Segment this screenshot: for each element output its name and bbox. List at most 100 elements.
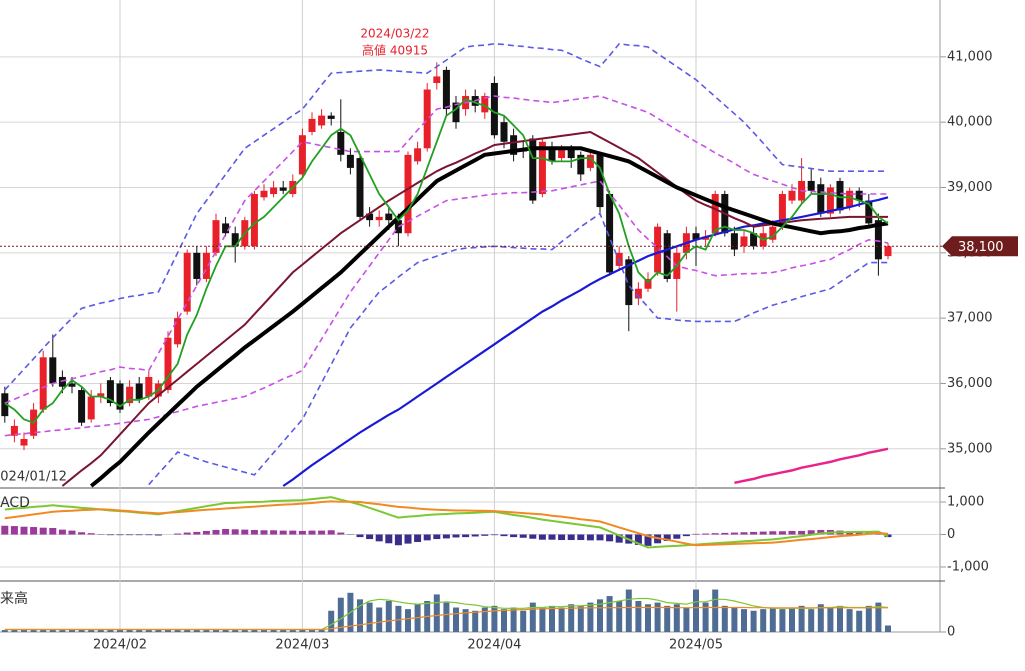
candle-body [846, 190, 854, 208]
histogram-bar [106, 534, 114, 536]
histogram-bar [385, 534, 393, 544]
histogram-bar [644, 534, 652, 546]
histogram-bar [529, 534, 537, 539]
volume-bar [856, 610, 863, 632]
histogram-bar [692, 533, 700, 535]
histogram-bar [270, 530, 278, 535]
candle-body [337, 131, 345, 155]
candle-body [260, 190, 268, 198]
line [4, 500, 889, 547]
annotation: 高値 40915 [362, 43, 428, 58]
histogram-bar [759, 531, 767, 535]
candle-body [750, 233, 758, 247]
y-tick-label: 0 [947, 625, 955, 640]
volume-bar [789, 607, 795, 632]
candle-body [586, 154, 594, 168]
volume-bar [193, 629, 200, 632]
line [4, 180, 889, 437]
volume-bar [251, 629, 258, 632]
candle-body [634, 288, 642, 299]
pane-title: 出来高 [0, 590, 28, 607]
candle-body [874, 220, 882, 260]
volume-bar [654, 602, 661, 632]
volume-bar [731, 607, 738, 632]
histogram-bar [634, 534, 642, 545]
line [148, 212, 888, 486]
volume-bar [827, 607, 834, 632]
volume-bar [817, 604, 824, 632]
volume-bar [625, 589, 632, 632]
volume-bar [59, 630, 66, 632]
volume-bar [606, 596, 613, 632]
candle-body [404, 154, 412, 234]
volume-bar [376, 607, 383, 632]
volume-bar [289, 630, 296, 632]
histogram-bar [327, 530, 335, 535]
candle-body [58, 376, 66, 387]
x-tick-label: 2024/05 [669, 638, 723, 653]
candle-body [423, 89, 431, 149]
histogram-bar [471, 534, 479, 537]
histogram-bar [740, 532, 748, 535]
candle-body [135, 383, 143, 400]
histogram-bar [490, 534, 498, 536]
volume-bar [597, 599, 603, 632]
line [4, 42, 888, 391]
histogram-bar [289, 530, 297, 535]
histogram-bar [58, 529, 66, 535]
candle-body [452, 102, 460, 123]
volume-bar [155, 629, 162, 632]
candle-body [87, 396, 95, 420]
histogram-bar [606, 534, 614, 542]
volume-bar [549, 605, 555, 632]
histogram-bar [567, 534, 575, 541]
candle-body [625, 259, 633, 306]
volume-bar [117, 630, 123, 632]
candle-body [346, 154, 354, 168]
candle-body [730, 233, 738, 250]
histogram-bar [116, 534, 124, 536]
histogram-bar [78, 532, 86, 535]
volume-bar [174, 630, 181, 632]
histogram-bar [452, 534, 460, 538]
last-price-marker [942, 236, 1018, 257]
histogram-bar [414, 534, 422, 542]
volume-bar [433, 594, 440, 632]
y-tick-label: 0 [947, 527, 955, 542]
x-tick-label: 2024/03 [275, 638, 329, 653]
candle-body [164, 337, 172, 391]
histogram-bar [519, 534, 527, 538]
y-tick-label: 1,000 [947, 495, 984, 510]
y-tick-label: 41,000 [947, 49, 993, 64]
candle-body [865, 200, 873, 224]
candle-body [366, 213, 374, 221]
volume-bar [184, 629, 191, 632]
candle-body [183, 252, 191, 312]
histogram-bar [798, 530, 806, 535]
histogram-bar [241, 529, 249, 535]
candle-body [558, 148, 566, 159]
histogram-bar [337, 532, 345, 535]
candle-body [644, 278, 652, 289]
candle-body [193, 252, 201, 279]
line [89, 146, 889, 488]
histogram-bar [68, 530, 76, 535]
pane-title: MACD [0, 495, 30, 511]
y-tick-label: 37,000 [947, 311, 993, 326]
histogram-bar [308, 530, 316, 535]
volume-bar [837, 605, 843, 632]
line [4, 95, 888, 404]
volume-bar [539, 607, 546, 632]
histogram-bar [183, 532, 191, 535]
volume-bar [136, 629, 143, 632]
volume-bar [280, 629, 287, 632]
volume-bar [683, 607, 690, 632]
histogram-bar [702, 533, 710, 535]
volume-bar [203, 630, 210, 632]
histogram-bar [586, 534, 594, 541]
candle-body [20, 439, 28, 446]
histogram-bar [462, 534, 470, 538]
volume-bar [846, 609, 853, 632]
candle-body [270, 187, 278, 195]
